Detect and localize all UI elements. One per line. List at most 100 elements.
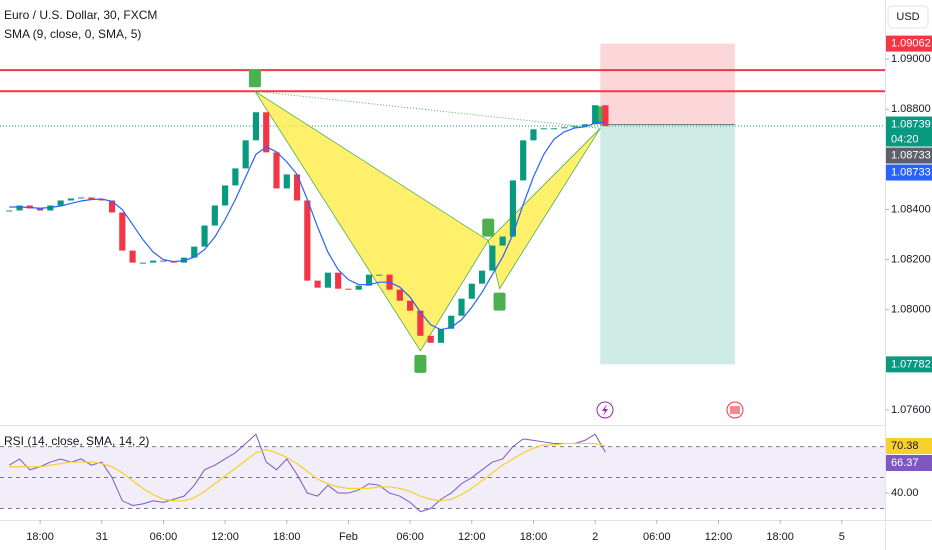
pattern-point — [414, 354, 427, 373]
rsi-label — [886, 454, 932, 471]
event-icons — [596, 401, 744, 419]
candle — [376, 274, 383, 276]
price-label — [886, 147, 932, 164]
x-tick-label: 18:00 — [520, 531, 548, 543]
price-label-text: 1.09062 — [891, 38, 931, 50]
candle — [16, 205, 23, 211]
currency-button[interactable] — [887, 5, 929, 29]
candle — [252, 112, 260, 141]
candle — [458, 298, 465, 316]
candle — [540, 128, 547, 130]
chart-title: Euro / U.S. Dollar, 30, FXCM — [4, 8, 157, 22]
candle — [108, 200, 116, 213]
rsi-ma-line — [9, 442, 606, 502]
rsi-label-text: 70.38 — [891, 440, 919, 452]
rsi-tick-label: 40.00 — [891, 487, 919, 499]
y-tick-label: 1.07600 — [891, 404, 931, 416]
candle — [191, 246, 198, 258]
price-label — [886, 164, 932, 181]
candle — [468, 283, 475, 299]
price-label-text: 1.08733 — [891, 149, 931, 161]
candle — [561, 127, 568, 129]
candle — [211, 205, 218, 226]
y-tick-label: 1.09000 — [891, 53, 931, 65]
candle — [478, 270, 486, 284]
plot — [0, 43, 885, 513]
pattern-leg — [254, 90, 489, 352]
flag — [730, 406, 740, 414]
price-label-sub: 04:20 — [891, 133, 919, 145]
sma-line — [9, 121, 606, 331]
price-label — [886, 356, 932, 373]
x-tick-label: 18:00 — [273, 531, 301, 543]
y-tick-label: 1.08400 — [891, 203, 931, 215]
x-tick-label: 5 — [839, 531, 845, 543]
indicator-name: SMA (9, close, 0, SMA, 5) — [4, 27, 141, 41]
candle — [57, 200, 64, 206]
candle — [88, 197, 95, 200]
candle — [530, 129, 537, 141]
candle — [417, 310, 424, 336]
candle — [324, 272, 331, 288]
x-tick-label: 12:00 — [211, 531, 239, 543]
candle — [242, 140, 249, 169]
pattern-point — [248, 69, 261, 88]
candle — [304, 200, 311, 281]
pattern-point — [482, 218, 495, 237]
x-tick-label: 06:00 — [643, 531, 671, 543]
currency[interactable]: USD — [896, 11, 919, 23]
candle — [437, 328, 445, 343]
candle — [160, 260, 167, 262]
x-tick-label: 18:00 — [766, 531, 794, 543]
candle — [499, 236, 506, 246]
price-label — [886, 116, 932, 147]
rsi-label — [886, 437, 932, 454]
candle — [345, 288, 352, 290]
candle — [335, 272, 342, 289]
rsi-label-text: 66.37 — [891, 457, 919, 469]
candle — [520, 140, 527, 181]
price-label-text: 1.07782 — [891, 358, 931, 370]
price-label-text: 1.08739 — [891, 118, 931, 130]
candle — [129, 250, 136, 263]
x-tick-label: 18:00 — [26, 531, 54, 543]
y-tick-label: 1.08800 — [891, 103, 931, 115]
candle — [139, 262, 146, 264]
pattern-point — [493, 292, 506, 311]
candle — [232, 168, 239, 186]
candle — [571, 126, 578, 128]
x-tick-label: Feb — [339, 531, 358, 543]
candle — [119, 212, 126, 251]
pattern-xd — [254, 90, 601, 129]
candle — [67, 198, 75, 201]
candle — [602, 105, 609, 127]
y-tick-label: 1.08000 — [891, 304, 931, 316]
candle — [592, 105, 599, 125]
x-tick-label: 06:00 — [396, 531, 424, 543]
candle — [201, 225, 208, 247]
candle — [263, 112, 270, 153]
price-label-text: 1.08733 — [891, 166, 931, 178]
candle — [396, 289, 403, 301]
candle — [222, 185, 229, 206]
candle — [407, 300, 414, 311]
candle — [550, 128, 558, 130]
x-tick-label: 12:00 — [705, 531, 733, 543]
candle — [273, 152, 280, 189]
lightning — [602, 404, 608, 416]
candle — [293, 174, 301, 201]
x-tick-label: 31 — [96, 531, 108, 543]
candle — [581, 124, 588, 127]
candle — [427, 335, 434, 343]
rsi-name: RSI (14, close, SMA, 14, 2) — [4, 434, 149, 448]
candle — [489, 245, 496, 271]
stop-zone — [600, 43, 735, 125]
candle — [78, 197, 85, 199]
x-tick-label: 2 — [592, 531, 598, 543]
candle — [448, 315, 455, 329]
price-label — [886, 35, 932, 52]
candle — [6, 210, 13, 212]
x-tick-label: 12:00 — [458, 531, 486, 543]
candle — [283, 174, 290, 189]
